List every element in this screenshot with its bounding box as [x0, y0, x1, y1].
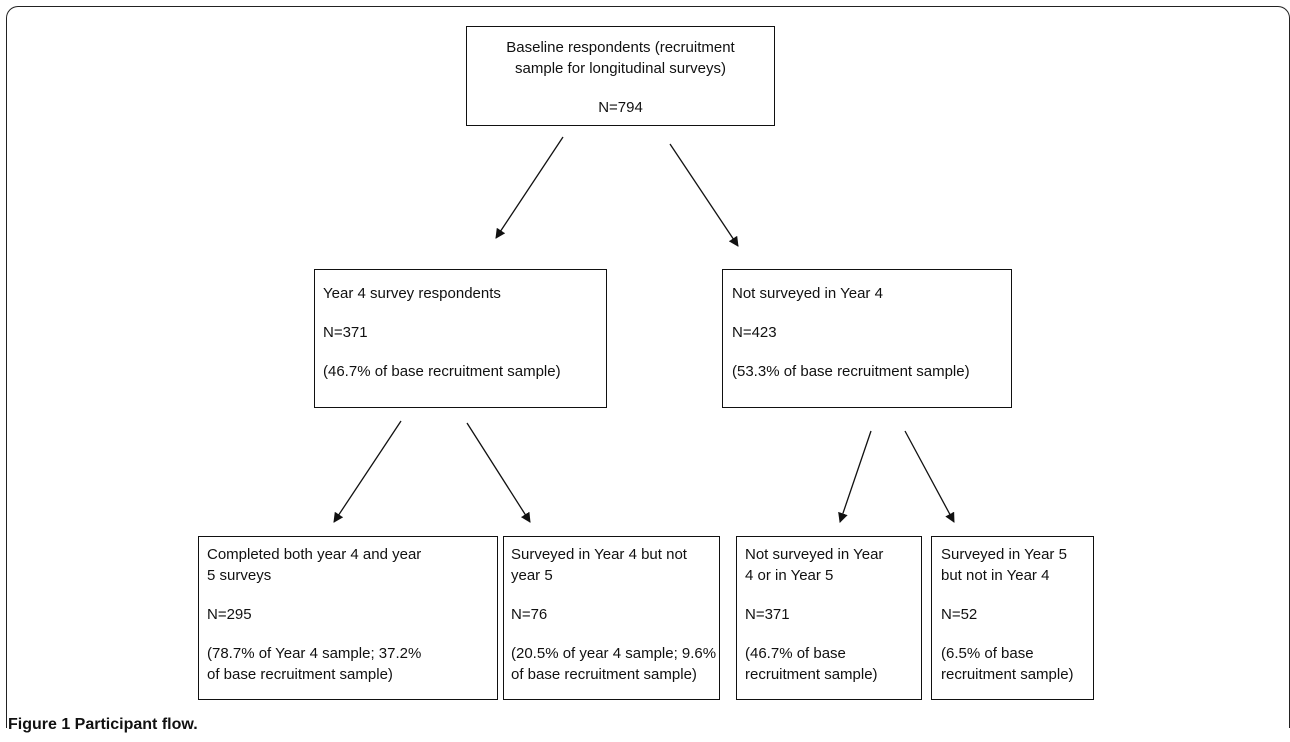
- box-year5-not-year4: Surveyed in Year 5 but not in Year 4 N=5…: [931, 536, 1094, 700]
- year4-pct: (46.7% of base recruitment sample): [323, 363, 561, 380]
- box-completed-both-years: Completed both year 4 and year 5 surveys…: [198, 536, 498, 700]
- baseline-line2: sample for longitudinal surveys): [515, 60, 726, 77]
- both-n: N=295: [207, 606, 252, 623]
- neither-pct2: recruitment sample): [745, 666, 878, 683]
- arrow-not-year4-to-year5-not-year4: [904, 430, 955, 523]
- y5ny4-pct2: recruitment sample): [941, 666, 1074, 683]
- both-line1: Completed both year 4 and year: [207, 546, 422, 563]
- baseline-line1: Baseline respondents (recruitment: [506, 39, 735, 56]
- not-year4-title: Not surveyed in Year 4: [732, 285, 883, 302]
- box-baseline-respondents: Baseline respondents (recruitment sample…: [466, 26, 775, 126]
- box-year4-respondents: Year 4 survey respondents N=371 (46.7% o…: [314, 269, 607, 408]
- box-neither-year: Not surveyed in Year 4 or in Year 5 N=37…: [736, 536, 922, 700]
- y5ny4-n: N=52: [941, 606, 978, 623]
- arrow-not-year4-to-neither: [838, 430, 872, 523]
- not-year4-pct: (53.3% of base recruitment sample): [732, 363, 970, 380]
- both-pct2: of base recruitment sample): [207, 666, 393, 683]
- both-pct1: (78.7% of Year 4 sample; 37.2%: [207, 645, 422, 662]
- year4-n: N=371: [323, 324, 368, 341]
- neither-line1: Not surveyed in Year: [745, 546, 884, 563]
- y4ny5-line2: year 5: [511, 567, 553, 584]
- year4-title: Year 4 survey respondents: [323, 285, 501, 302]
- box-year4-not-year5: Surveyed in Year 4 but not year 5 N=76 (…: [503, 536, 720, 700]
- y5ny4-line2: but not in Year 4: [941, 567, 1050, 584]
- arrow-root-to-not-year4: [669, 143, 739, 247]
- neither-line2: 4 or in Year 5: [745, 567, 834, 584]
- neither-n: N=371: [745, 606, 790, 623]
- y5ny4-line1: Surveyed in Year 5: [941, 546, 1067, 563]
- y4ny5-line1: Surveyed in Year 4 but not: [511, 546, 687, 563]
- not-year4-n: N=423: [732, 324, 777, 341]
- y4ny5-pct1: (20.5% of year 4 sample; 9.6%: [511, 645, 717, 662]
- y4ny5-n: N=76: [511, 606, 548, 623]
- y5ny4-pct1: (6.5% of base: [941, 645, 1034, 662]
- arrow-root-to-year4: [495, 136, 564, 239]
- neither-pct1: (46.7% of base: [745, 645, 846, 662]
- y4ny5-pct2: of base recruitment sample): [511, 666, 697, 683]
- arrow-year4-to-year4-not-year5: [466, 422, 531, 523]
- figure-caption: Figure 1 Participant flow.: [8, 716, 198, 733]
- both-line2: 5 surveys: [207, 567, 272, 584]
- box-not-surveyed-year4: Not surveyed in Year 4 N=423 (53.3% of b…: [722, 269, 1012, 408]
- baseline-n: N=794: [598, 99, 643, 116]
- arrow-year4-to-both: [333, 420, 402, 523]
